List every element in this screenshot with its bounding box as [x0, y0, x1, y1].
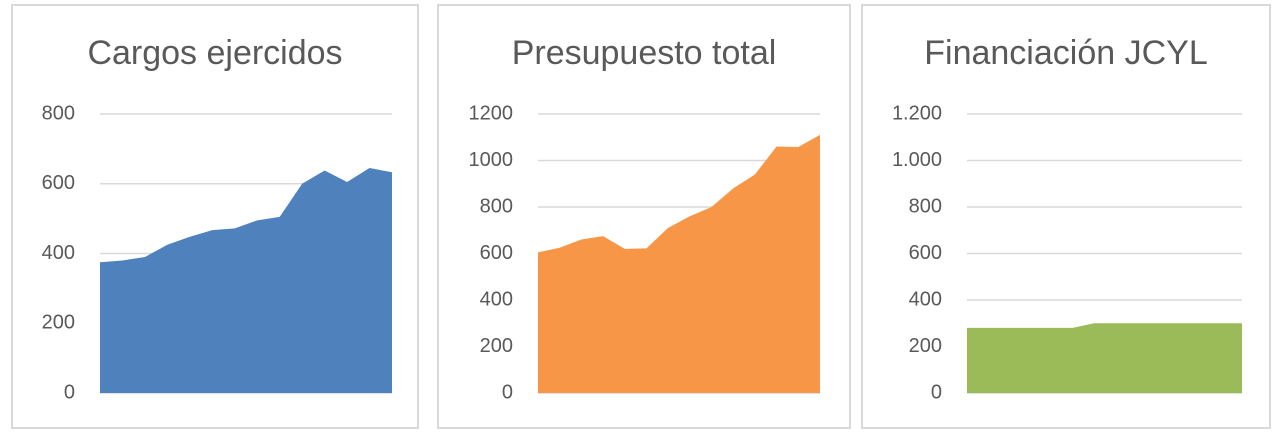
area	[538, 134, 820, 394]
y-tick-label: 800	[909, 195, 942, 217]
y-tick-label: 600	[480, 242, 513, 264]
y-tick-label: 1200	[469, 102, 514, 124]
y-tick-label: 1000	[469, 149, 514, 171]
y-tick-label: 0	[64, 381, 75, 403]
y-tick-label: 600	[42, 172, 75, 194]
y-tick-label: 1.200	[892, 102, 942, 124]
chart-title: Presupuesto total	[512, 34, 777, 72]
y-tick-label: 800	[42, 102, 75, 124]
y-tick-label: 600	[909, 242, 942, 264]
y-tick-label: 400	[480, 288, 513, 310]
y-tick-label: 200	[42, 312, 75, 334]
y-tick-label: 0	[931, 381, 942, 403]
y-tick-label: 200	[909, 335, 942, 357]
y-tick-label: 0	[502, 381, 513, 403]
area	[100, 168, 392, 393]
y-tick-label: 800	[480, 195, 513, 217]
y-tick-label: 400	[909, 288, 942, 310]
chart-title: Cargos ejercidos	[87, 34, 342, 72]
area	[967, 323, 1242, 393]
y-tick-label: 400	[42, 242, 75, 264]
y-tick-label: 200	[480, 335, 513, 357]
y-tick-label: 1.000	[892, 149, 942, 171]
chart-title: Financiación JCYL	[924, 34, 1207, 72]
